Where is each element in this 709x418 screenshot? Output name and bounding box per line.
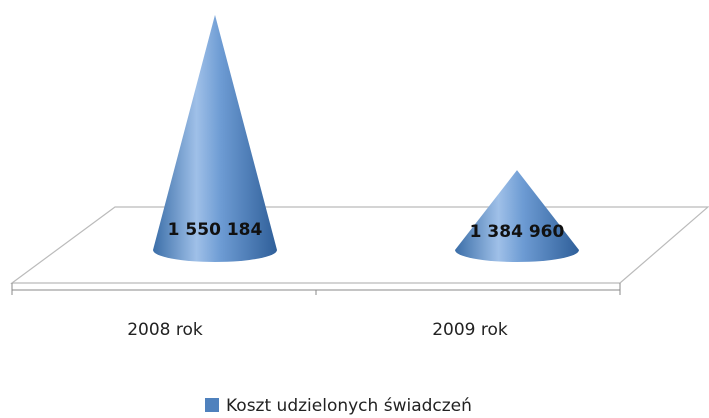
value-label: 1 384 960 — [470, 222, 565, 242]
floor — [10, 206, 709, 284]
legend-label: Koszt udzielonych świadczeń — [226, 396, 472, 416]
cone — [153, 14, 277, 262]
legend-swatch — [205, 398, 219, 412]
value-label: 1 550 184 — [168, 220, 263, 240]
cone — [455, 170, 579, 262]
x-tick-label: 2008 rok — [127, 320, 203, 340]
x-tick-label: 2009 rok — [432, 320, 508, 340]
